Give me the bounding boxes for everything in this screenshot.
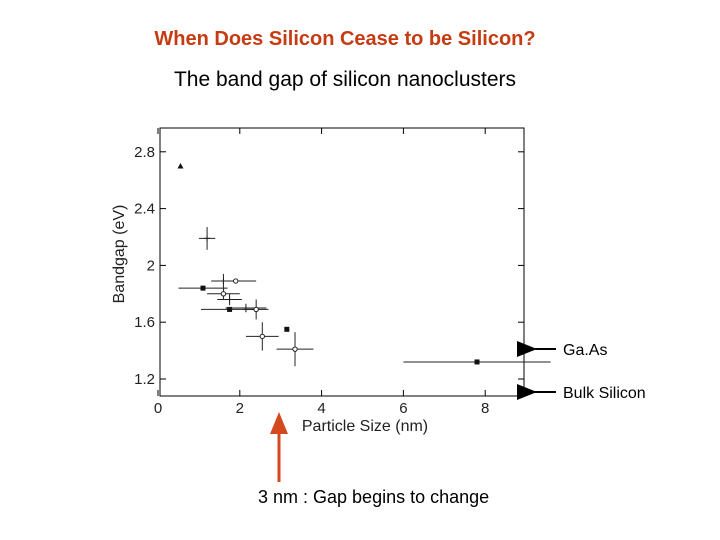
y-tick-label: 1.2 (134, 371, 155, 388)
data-point (474, 359, 480, 365)
reference-label: Bulk Silicon (563, 385, 646, 402)
plot-frame (159, 127, 525, 397)
data-point (227, 306, 233, 312)
data-point (233, 278, 239, 284)
annotation-arrow-head (270, 412, 288, 434)
data-point (284, 326, 290, 332)
y-tick-label: 2 (147, 257, 155, 274)
slide-title: When Does Silicon Cease to be Silicon? (154, 28, 536, 50)
data-points-group (177, 163, 551, 367)
x-tick-label: 8 (481, 400, 489, 417)
slide-subtitle: The band gap of silicon nanoclusters (173, 68, 517, 91)
data-point (242, 305, 249, 311)
data-point (253, 306, 259, 313)
y-tick-label: 2.8 (134, 144, 155, 161)
y-axis-label: Bandgap (eV) (111, 205, 128, 304)
data-point (204, 235, 211, 242)
data-point (220, 291, 227, 297)
y-tick-label: 1.6 (134, 314, 155, 331)
x-tick-label: 4 (317, 400, 325, 417)
data-point (177, 163, 184, 169)
tick-labels-group: 0 2 4 6 8 1.2 1.6 2 2.4 2.8 (134, 144, 489, 417)
x-tick-label: 2 (236, 400, 244, 417)
data-point (259, 333, 265, 340)
data-point (200, 285, 206, 291)
reference-lines-group: Ga.As Bulk Silicon (517, 341, 646, 402)
x-tick-label: 0 (154, 400, 162, 417)
reference-label: Ga.As (563, 342, 607, 359)
x-axis-label: Particle Size (nm) (302, 418, 428, 435)
tick-group (157, 128, 524, 396)
data-point (226, 296, 233, 303)
annotation-text: 3 nm : Gap begins to change (258, 487, 489, 507)
y-tick-label: 2.4 (134, 201, 155, 218)
x-tick-label: 6 (399, 400, 407, 417)
data-point (292, 346, 298, 352)
